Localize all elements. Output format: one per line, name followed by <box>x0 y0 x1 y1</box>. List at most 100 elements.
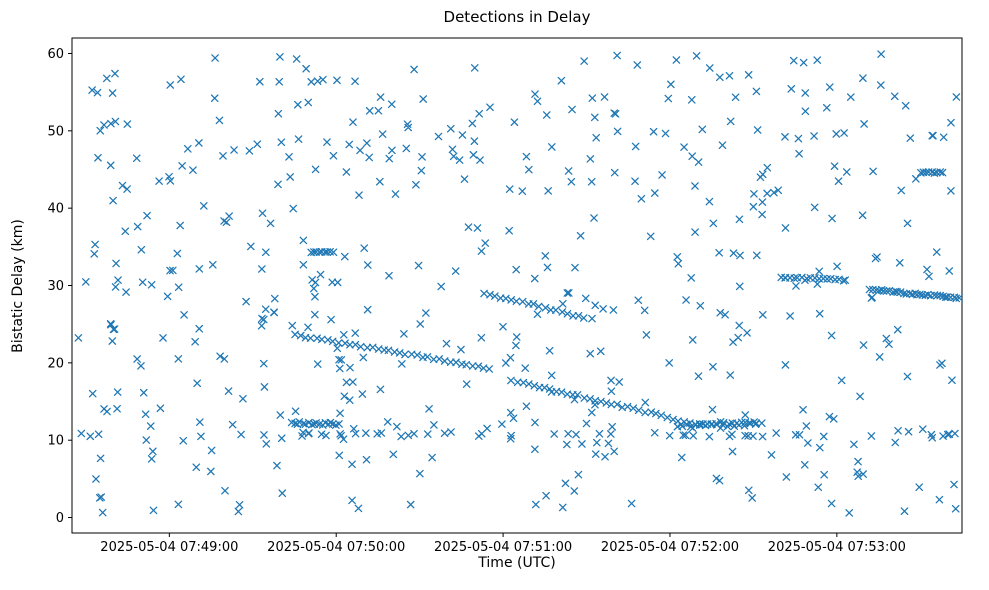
scatter-marker-x <box>207 467 215 476</box>
scatter-marker-x <box>543 263 552 272</box>
scatter-marker-x <box>561 479 570 488</box>
scatter-marker-x <box>189 166 197 174</box>
scatter-marker-x <box>417 166 426 175</box>
scatter-marker-x <box>735 321 744 330</box>
scatter-marker-x <box>680 143 688 151</box>
scatter-marker-x <box>474 432 483 440</box>
scatter-marker-x <box>385 154 394 163</box>
scatter-marker-x <box>725 432 734 441</box>
x-tick-label: 2025-05-04 07:52:00 <box>601 540 739 555</box>
x-tick-label: 2025-05-04 07:50:00 <box>267 540 405 555</box>
scatter-marker-x <box>141 410 150 419</box>
scatter-marker-x <box>340 252 349 261</box>
scatter-marker-x <box>900 507 909 515</box>
scatter-marker-x <box>663 413 672 422</box>
scatter-marker-x <box>311 165 320 174</box>
scatter-marker-x <box>698 125 707 134</box>
scatter-marker-x <box>416 469 424 478</box>
scatter-marker-x <box>939 432 947 440</box>
scatter-marker-x <box>434 132 443 141</box>
scatter-marker-x <box>758 170 767 179</box>
scatter-marker-x <box>374 106 383 115</box>
scatter-marker-x <box>587 408 596 417</box>
scatter-marker-x <box>365 153 374 162</box>
scatter-marker-x <box>904 427 913 436</box>
scatter-marker-x <box>935 495 944 504</box>
scatter-marker-x <box>199 202 208 210</box>
scatter-marker-x <box>180 311 188 319</box>
scatter-marker-x <box>477 247 486 255</box>
scatter-marker-x <box>195 265 204 273</box>
scatter-marker-x <box>637 194 646 203</box>
scatter-marker-x <box>952 93 961 101</box>
scatter-marker-x <box>667 80 675 89</box>
scatter-marker-x <box>533 97 542 106</box>
scatter-marker-x <box>345 396 354 405</box>
x-tick-label: 2025-05-04 07:53:00 <box>768 540 906 555</box>
scatter-marker-x <box>551 306 560 314</box>
scatter-marker-x <box>521 364 530 372</box>
scatter-marker-x <box>277 138 286 147</box>
scatter-marker-x <box>592 133 601 142</box>
scatter-marker-x <box>173 249 182 258</box>
scatter-marker-x <box>763 189 771 198</box>
scatter-marker-x <box>799 405 807 414</box>
scatter-marker-x <box>763 163 772 172</box>
scatter-marker-x <box>313 77 322 86</box>
scatter-marker-x <box>564 429 572 438</box>
scatter-marker-x <box>859 341 868 349</box>
scatter-marker-x <box>741 411 750 419</box>
scatter-marker-x <box>304 323 312 332</box>
scatter-marker-x <box>383 418 392 426</box>
scatter-marker-x <box>404 431 413 440</box>
scatter-marker-x <box>677 420 685 429</box>
scatter-marker-x <box>260 383 269 391</box>
scatter-marker-x <box>607 376 615 385</box>
scatter-marker-x <box>464 223 473 231</box>
scatter-marker-x <box>749 202 758 211</box>
scatter-marker-x <box>586 349 595 358</box>
scatter-marker-x <box>365 106 374 115</box>
scatter-marker-x <box>335 364 344 373</box>
scatter-marker-x <box>327 315 335 324</box>
scatter-marker-x <box>735 282 744 291</box>
scatter-marker-x <box>894 426 902 435</box>
scatter-marker-x <box>782 473 791 481</box>
scatter-marker-x <box>455 156 464 164</box>
scatter-marker-x <box>133 222 142 231</box>
scatter-marker-x <box>449 152 458 161</box>
y-tick-label: 40 <box>47 202 64 217</box>
scatter-marker-x <box>397 360 406 368</box>
scatter-marker-x <box>192 463 201 472</box>
scatter-marker-x <box>156 404 165 413</box>
scatter-marker-x <box>557 388 566 396</box>
scatter-marker-x <box>804 439 812 447</box>
scatter-marker-x <box>649 127 658 136</box>
scatter-marker-x <box>524 380 533 388</box>
scatter-marker-x <box>541 252 550 260</box>
scatter-marker-x <box>322 431 330 440</box>
scatter-marker-x <box>629 404 638 413</box>
x-tick-label: 2025-05-04 07:49:00 <box>100 540 238 555</box>
scatter-marker-x <box>631 177 639 186</box>
scatter-marker-x <box>378 130 387 138</box>
scatter-marker-x <box>709 362 717 371</box>
scatter-marker-x <box>854 457 862 466</box>
scatter-marker-x <box>413 351 422 359</box>
scatter-marker-x <box>512 341 520 350</box>
scatter-marker-x <box>422 309 430 317</box>
scatter-marker-x <box>623 402 632 411</box>
scatter-marker-x <box>473 224 482 232</box>
scatter-marker-x <box>607 400 616 409</box>
scatter-marker-x <box>458 131 467 139</box>
scatter-marker-x <box>90 250 99 258</box>
scatter-marker-x <box>512 333 521 341</box>
scatter-marker-x <box>307 78 316 86</box>
scatter-marker-x <box>278 489 287 498</box>
scatter-marker-x <box>563 309 572 318</box>
scatter-marker-x <box>531 445 539 454</box>
scatter-marker-x <box>588 94 597 102</box>
scatter-marker-x <box>329 151 338 160</box>
y-tick-label: 10 <box>47 434 64 449</box>
scatter-marker-x <box>691 182 699 190</box>
